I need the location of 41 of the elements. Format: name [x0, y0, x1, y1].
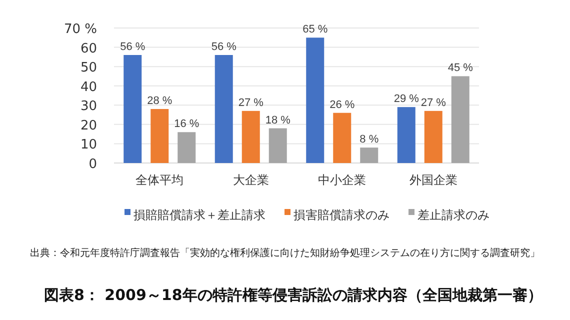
- data-label: 45 %: [448, 62, 474, 74]
- legend-label: 差止請求のみ: [418, 208, 490, 222]
- data-label: 56 %: [120, 41, 146, 53]
- data-label: 27 %: [420, 96, 446, 109]
- data-label: 28 %: [147, 95, 172, 107]
- bar: [178, 132, 196, 163]
- x-tick-label: 全体平均: [136, 173, 184, 187]
- data-label: 16 %: [174, 118, 200, 130]
- data-label: 18 %: [265, 114, 291, 126]
- bar: [268, 128, 287, 163]
- y-tick-label: 20: [80, 118, 97, 134]
- bar: [424, 110, 442, 163]
- data-label: 8 %: [360, 134, 379, 146]
- bar: [242, 110, 260, 163]
- y-tick-label: 60: [80, 41, 97, 56]
- y-tick-label: 40: [80, 80, 97, 95]
- bar: [333, 112, 352, 163]
- data-label: 65 %: [302, 24, 328, 36]
- y-tick-label: 50: [80, 60, 97, 76]
- data-label: 27 %: [238, 96, 264, 109]
- x-tick-label: 大企業: [232, 173, 269, 187]
- data-label: 29 %: [394, 93, 420, 106]
- x-tick-label: 外国企業: [409, 173, 458, 187]
- y-tick-label: 0: [88, 157, 97, 172]
- y-tick-label: 30: [80, 99, 97, 114]
- data-label: 26 %: [330, 98, 355, 111]
- legend-label: 損害賠償請求のみ: [294, 208, 390, 222]
- source-note: 出典：令和元年度特許庁調査報告「実効的な権利保護に向けた知財紛争処理システムの在り方に関する調査研究」: [30, 247, 540, 259]
- bar: [306, 38, 324, 163]
- bar: [214, 55, 233, 163]
- bar: [360, 148, 378, 163]
- legend-label: 損賠賠償請求＋差止請求: [134, 208, 266, 222]
- bar: [397, 107, 416, 163]
- bar: [124, 55, 142, 163]
- y-tick-label: 70 %: [64, 22, 97, 37]
- bar: [451, 76, 470, 163]
- bar: [150, 109, 169, 163]
- y-tick-label: 10: [80, 138, 97, 153]
- x-tick-label: 中小企業: [318, 173, 366, 187]
- data-label: 56 %: [211, 41, 237, 53]
- text: 図表8： 2009～18年の特許権等侵害訴訟の請求内容（全国地裁第一審）: [44, 286, 542, 304]
